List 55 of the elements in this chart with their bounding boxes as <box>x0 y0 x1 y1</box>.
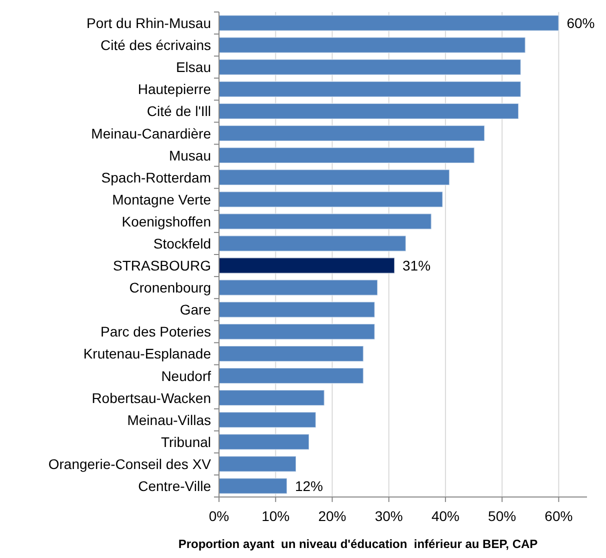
bar <box>218 434 310 450</box>
bar <box>218 412 316 428</box>
y-tick-label: Hautepierre <box>138 81 212 98</box>
x-tick-label: 50% <box>488 508 516 524</box>
bar <box>218 390 325 406</box>
y-tick-label: Musau <box>168 147 211 164</box>
bar <box>218 125 486 142</box>
y-tick-label: Parc des Poteries <box>100 324 211 340</box>
y-tick-label: Neudorf <box>161 368 212 384</box>
data-label: 12% <box>294 478 323 494</box>
y-tick-label: STRASBOURG <box>112 258 211 274</box>
bar <box>218 80 522 98</box>
y-tick-label: Meinau-Canardière <box>91 125 212 142</box>
y-tick-label: Centre-Ville <box>138 478 212 494</box>
x-tick-label: 0% <box>208 508 230 524</box>
bar <box>218 257 396 274</box>
bar <box>218 345 364 362</box>
y-tick-label: Robertsau-Wacken <box>92 390 211 406</box>
bar <box>218 147 475 164</box>
y-tick-label: Elsau <box>176 59 211 76</box>
y-tick-label: Orangerie-Conseil des XV <box>48 456 212 472</box>
data-label: 31% <box>402 258 431 274</box>
bar <box>218 456 296 472</box>
bar <box>218 102 519 120</box>
bar <box>218 36 526 54</box>
y-tick-label: Spach-Rotterdam <box>101 169 211 186</box>
x-axis-title: Proportion ayant un niveau d'éducation inférieur au BEP, CAP <box>178 537 538 551</box>
y-tick-label: Stockfeld <box>153 235 211 252</box>
x-tick-label: 30% <box>374 508 403 524</box>
x-tick-label: 20% <box>318 508 346 524</box>
x-tick-label: 10% <box>262 508 290 524</box>
y-tick-label: Gare <box>180 302 212 318</box>
bar <box>218 235 406 252</box>
y-tick-label: Meinau-Villas <box>127 412 211 428</box>
y-tick-label: Cité des écrivains <box>100 37 211 54</box>
bar <box>218 478 288 494</box>
bar <box>218 58 522 76</box>
bar <box>218 323 376 340</box>
y-tick-label: Port du Rhin-Musau <box>86 15 211 32</box>
bar <box>218 368 364 384</box>
y-tick-label: Krutenau-Esplanade <box>83 346 212 362</box>
x-tick-label: 40% <box>431 508 460 524</box>
bar <box>218 169 450 186</box>
y-tick-label: Koenigshoffen <box>122 213 211 230</box>
bar <box>218 213 432 230</box>
bar <box>218 301 376 318</box>
y-tick-label: Tribunal <box>160 434 211 450</box>
y-tick-label: Cronenbourg <box>129 280 211 296</box>
y-tick-label: Montagne Verte <box>112 191 212 208</box>
bar <box>218 191 444 208</box>
y-tick-label: Cité de l'Ill <box>146 103 211 120</box>
bar <box>218 14 560 32</box>
bar <box>218 279 378 296</box>
x-tick-label: 60% <box>544 508 573 524</box>
data-label: 60% <box>566 15 595 32</box>
